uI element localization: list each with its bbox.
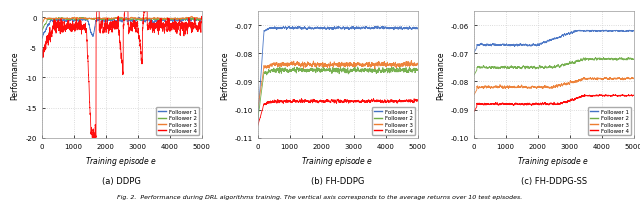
- Legend: Follower 1, Follower 2, Follower 3, Follower 4: Follower 1, Follower 2, Follower 3, Foll…: [156, 108, 199, 135]
- Title: (a) DDPG: (a) DDPG: [102, 176, 141, 185]
- Legend: Follower 1, Follower 2, Follower 3, Follower 4: Follower 1, Follower 2, Follower 3, Foll…: [372, 108, 415, 135]
- X-axis label: Training episode $e$: Training episode $e$: [301, 154, 374, 167]
- Text: Fig. 2.  Performance during DRL algorithms training. The vertical axis correspon: Fig. 2. Performance during DRL algorithm…: [117, 194, 523, 199]
- Y-axis label: Performance: Performance: [436, 51, 445, 99]
- Legend: Follower 1, Follower 2, Follower 3, Follower 4: Follower 1, Follower 2, Follower 3, Foll…: [588, 108, 631, 135]
- Y-axis label: Performance: Performance: [220, 51, 229, 99]
- Y-axis label: Performance: Performance: [11, 51, 20, 99]
- Title: (c) FH-DDPG-SS: (c) FH-DDPG-SS: [520, 176, 587, 185]
- Title: (b) FH-DDPG: (b) FH-DDPG: [311, 176, 364, 185]
- X-axis label: Training episode $e$: Training episode $e$: [86, 154, 157, 167]
- X-axis label: Training episode $e$: Training episode $e$: [518, 154, 589, 167]
